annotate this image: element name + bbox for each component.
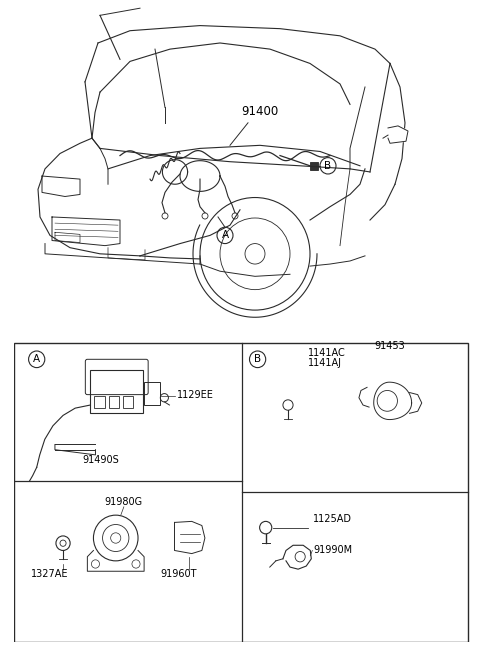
FancyBboxPatch shape: [310, 162, 318, 170]
Text: B: B: [254, 354, 261, 364]
Text: 1327AE: 1327AE: [31, 569, 69, 580]
Text: A: A: [33, 354, 40, 364]
Text: 91453: 91453: [374, 341, 405, 351]
Text: 91490S: 91490S: [82, 455, 119, 465]
Text: B: B: [324, 160, 332, 171]
Text: 91960T: 91960T: [160, 569, 197, 580]
Text: 1125AD: 1125AD: [313, 514, 352, 524]
Text: A: A: [221, 231, 228, 240]
Text: 1141AC: 1141AC: [308, 348, 346, 358]
Text: 1141AJ: 1141AJ: [308, 358, 342, 369]
Text: 91980G: 91980G: [105, 497, 143, 507]
Text: 1129EE: 1129EE: [177, 390, 214, 400]
Polygon shape: [388, 126, 408, 143]
Text: 91400: 91400: [241, 105, 278, 118]
Text: 91990M: 91990M: [313, 546, 352, 555]
